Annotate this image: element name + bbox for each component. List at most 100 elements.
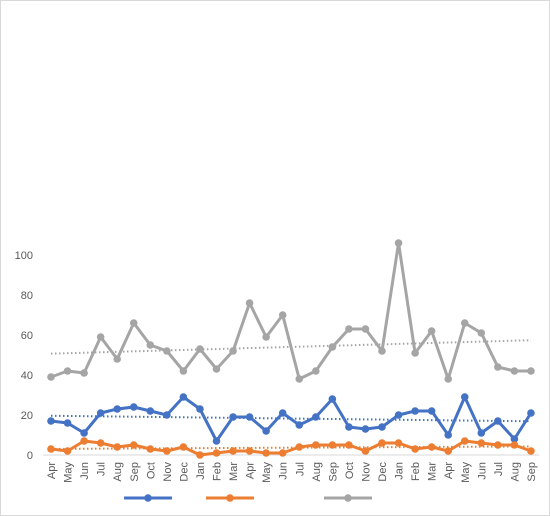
x-tick-label: Dec xyxy=(377,462,389,482)
data-point xyxy=(527,447,535,455)
data-point xyxy=(278,311,287,319)
x-tick-label: Jun xyxy=(278,462,290,480)
data-point xyxy=(229,413,237,421)
data-point xyxy=(328,395,337,403)
data-point xyxy=(278,409,287,417)
data-point xyxy=(229,347,237,355)
data-point xyxy=(113,405,121,413)
data-point xyxy=(245,299,254,307)
data-point xyxy=(63,419,72,427)
x-tick-label: Aug xyxy=(112,462,124,482)
data-point xyxy=(460,437,469,445)
x-tick-label: Jun xyxy=(79,462,91,480)
data-point xyxy=(262,333,270,341)
data-point xyxy=(96,439,105,447)
data-point xyxy=(427,407,436,415)
series-line xyxy=(50,395,533,443)
data-point xyxy=(394,439,403,447)
data-point xyxy=(278,449,287,457)
legend-swatch-marker xyxy=(144,494,152,502)
data-point xyxy=(196,405,204,413)
data-point xyxy=(295,443,304,451)
data-point xyxy=(328,441,337,449)
x-tick-label: Feb xyxy=(410,462,422,481)
data-point xyxy=(80,437,88,445)
data-point xyxy=(477,439,486,447)
data-point xyxy=(245,413,254,421)
data-point xyxy=(527,409,535,417)
data-point xyxy=(146,407,155,415)
data-point xyxy=(411,407,419,415)
x-tick-label: May xyxy=(261,462,273,483)
data-point xyxy=(245,447,254,455)
series-line xyxy=(50,241,531,381)
data-point xyxy=(444,375,453,383)
data-point xyxy=(179,367,188,375)
data-point xyxy=(129,441,138,449)
data-point xyxy=(378,423,386,431)
data-point xyxy=(179,443,188,451)
data-point xyxy=(361,325,370,333)
data-point xyxy=(477,329,486,337)
series-line xyxy=(50,439,532,457)
data-point xyxy=(212,449,221,457)
x-tick-label: Dec xyxy=(178,462,190,482)
x-tick-label: Jan xyxy=(394,462,406,480)
x-tick-label: Feb xyxy=(212,462,224,481)
x-tick-label: Sep xyxy=(129,462,141,482)
data-point xyxy=(427,443,436,451)
data-point xyxy=(460,319,469,327)
data-point xyxy=(80,369,88,377)
data-point xyxy=(262,427,270,435)
data-point xyxy=(63,447,72,455)
data-point xyxy=(262,449,270,457)
data-point xyxy=(196,451,204,459)
x-tick-label: Oct xyxy=(344,462,356,479)
x-tick-label: Aug xyxy=(311,462,323,482)
data-point xyxy=(96,333,105,341)
data-point xyxy=(345,423,353,431)
data-point xyxy=(212,365,221,373)
x-tick-label: Sep xyxy=(526,462,538,482)
data-point xyxy=(411,349,419,357)
x-tick-label: Oct xyxy=(145,462,157,479)
data-point xyxy=(328,343,337,351)
data-point xyxy=(113,355,121,363)
x-tick-label: Nov xyxy=(360,462,372,482)
data-point xyxy=(80,429,88,437)
data-point xyxy=(494,441,502,449)
x-tick-label: Jun xyxy=(476,462,488,480)
data-point xyxy=(295,375,304,383)
data-point xyxy=(63,367,72,375)
data-point xyxy=(312,441,320,449)
data-point xyxy=(47,373,55,381)
y-tick-label: 80 xyxy=(21,290,33,302)
x-tick-label: May xyxy=(460,462,472,483)
x-tick-label: Sep xyxy=(327,462,339,482)
x-tick-label: Apr xyxy=(46,462,58,479)
data-point xyxy=(129,403,138,411)
y-tick-label: 100 xyxy=(15,250,33,262)
data-point xyxy=(378,439,386,447)
data-point xyxy=(163,411,171,419)
x-tick-label: May xyxy=(63,462,75,483)
data-point xyxy=(312,367,320,375)
data-point xyxy=(361,447,370,455)
data-point xyxy=(113,443,121,451)
y-tick-label: 0 xyxy=(27,450,33,462)
data-point xyxy=(129,319,138,327)
x-tick-label: Apr xyxy=(443,462,455,479)
data-point xyxy=(378,347,386,355)
data-point xyxy=(411,445,419,453)
data-point xyxy=(163,347,171,355)
data-point xyxy=(444,447,453,455)
y-tick-label: 40 xyxy=(21,370,33,382)
data-point xyxy=(345,325,353,333)
data-point xyxy=(527,367,535,375)
data-point xyxy=(163,447,171,455)
x-tick-label: Mar xyxy=(427,462,439,481)
data-point xyxy=(510,367,519,375)
data-point xyxy=(196,345,204,353)
